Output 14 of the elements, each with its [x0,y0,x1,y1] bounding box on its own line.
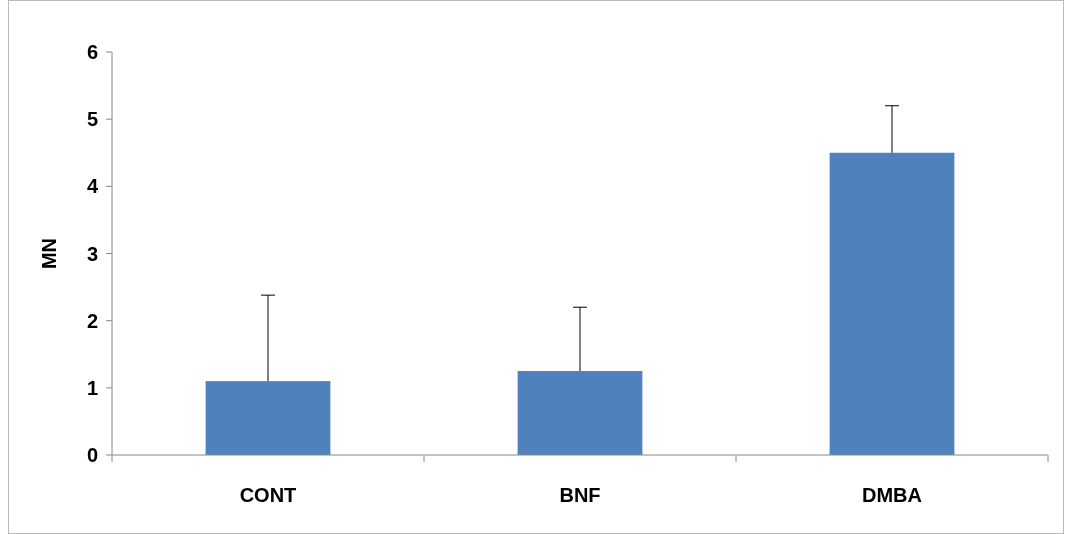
bar [829,152,955,455]
x-tick-label: CONT [239,484,297,506]
x-tick-label: BNF [559,484,601,506]
y-tick-label: 1 [86,376,98,399]
y-tick-label: 5 [86,108,98,131]
y-axis-title: MN [38,237,60,270]
y-tick-label: 2 [86,309,98,332]
y-tick-label: 3 [86,242,98,265]
x-tick-label: DMBA [862,484,922,506]
bar [517,371,643,455]
y-tick-label: 0 [86,444,98,466]
y-tick-label: 6 [86,41,98,63]
bar [205,381,331,455]
y-tick-label: 4 [86,175,99,198]
